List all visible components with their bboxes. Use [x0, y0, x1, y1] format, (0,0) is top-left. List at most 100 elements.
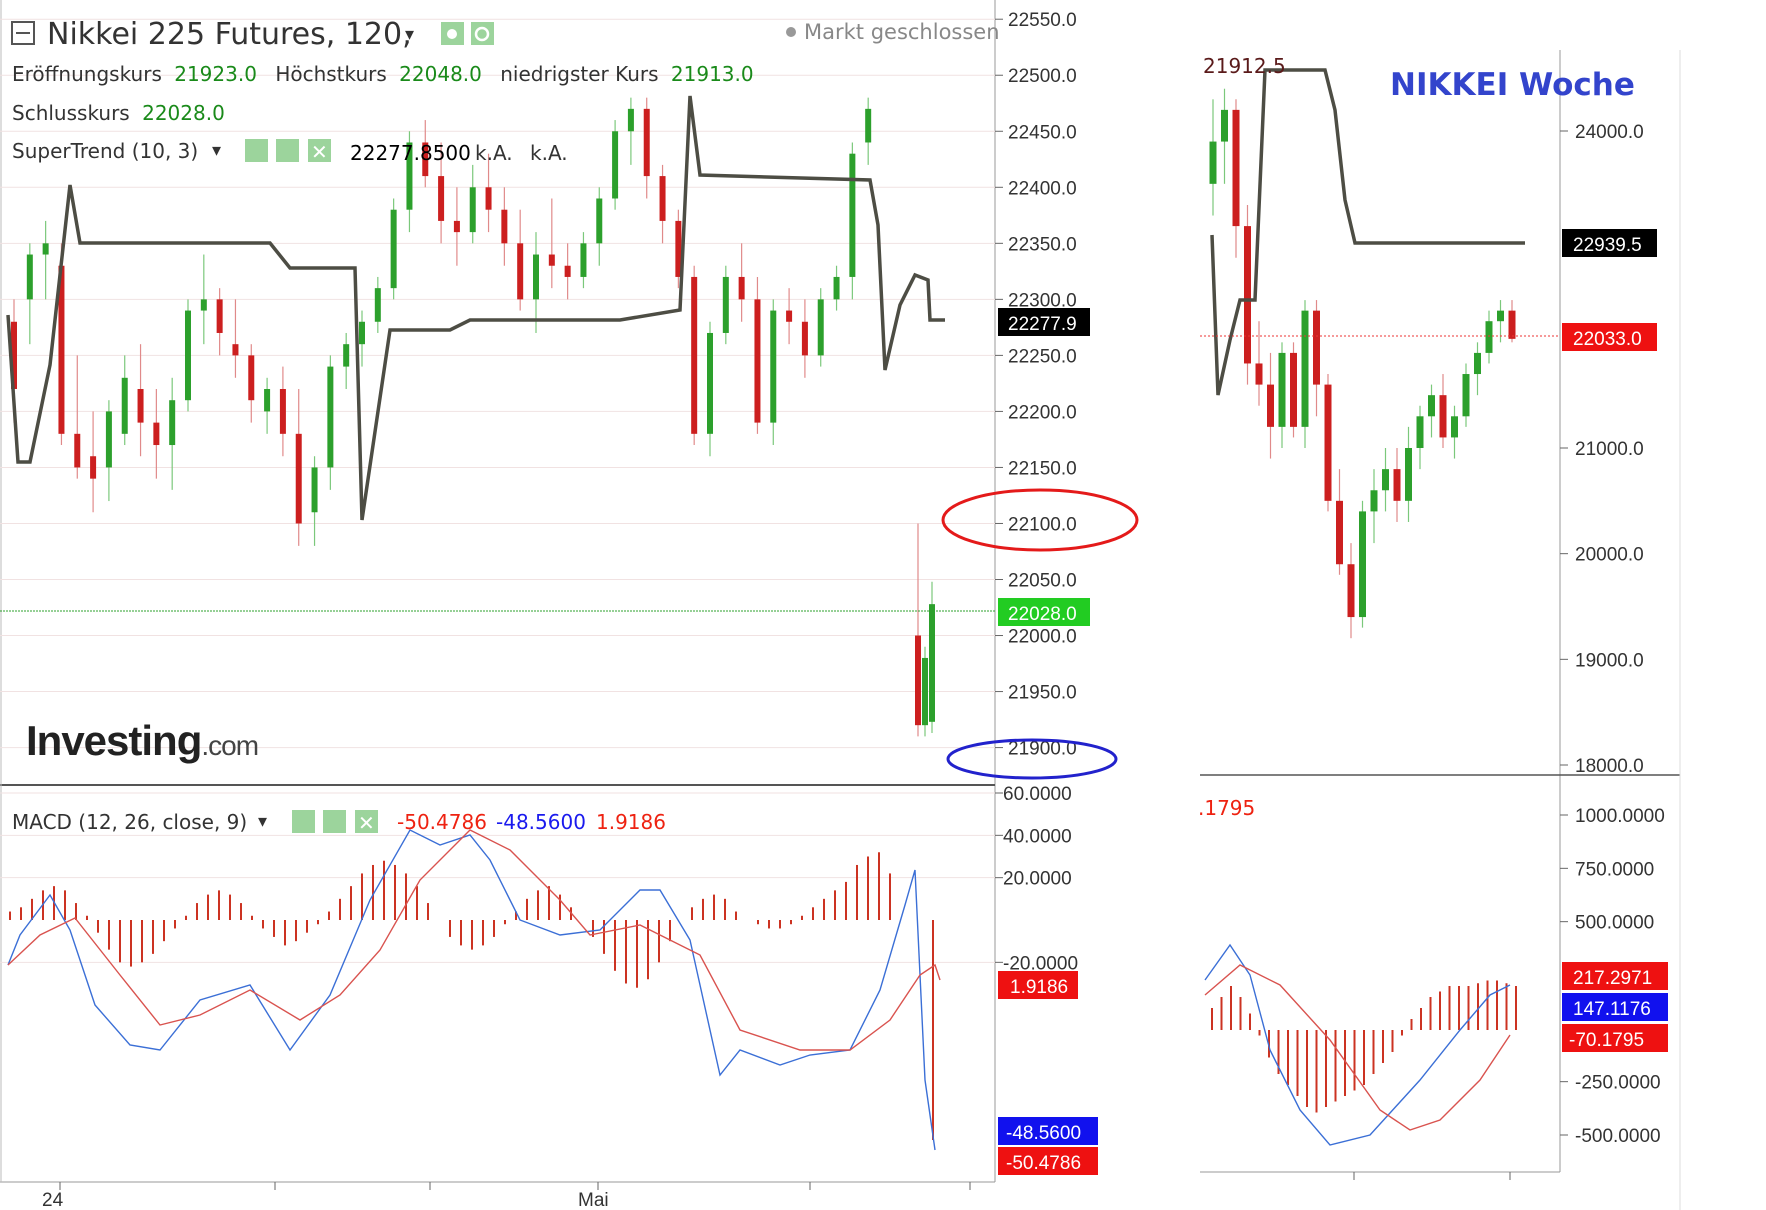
price-tick-label: 22350.0 — [1008, 234, 1077, 255]
svg-text:-70.1795: -70.1795 — [1569, 1030, 1644, 1051]
left-candle-body — [232, 344, 239, 356]
left-candle-body — [390, 209, 397, 289]
right-candle-body — [1428, 395, 1435, 417]
left-macd-axis: 60.0000 40.0000 20.0000 -20.0000 — [995, 784, 1078, 974]
left-candle-body — [264, 389, 271, 412]
tag-signal: -48.5600 — [998, 1117, 1098, 1145]
right-candle-body — [1416, 416, 1424, 448]
high-label: Höchstkurs — [275, 62, 387, 86]
left-price-axis: 22550.0 22500.0 22450.0 22400.0 22350.0 22300… — [995, 10, 1077, 760]
gear-icon-center — [474, 26, 490, 42]
ohlc-legend: Eröffnungskurs 21923.0 Höchstkurs 22048.… — [12, 62, 754, 125]
right-signal-line — [1204, 964, 1511, 1131]
price-tick-label: 22250.0 — [1008, 346, 1077, 367]
right-macd-histogram — [1211, 980, 1517, 1113]
left-candle-body — [406, 142, 413, 210]
macd-close-icon[interactable] — [355, 810, 378, 833]
supertrend-dropdown-icon[interactable]: ▾ — [212, 140, 221, 161]
watermark-suffix: .com — [201, 730, 258, 761]
left-candle-body — [833, 276, 840, 300]
right-supertrend-line — [1210, 68, 1525, 396]
macd-eye-icon[interactable] — [292, 810, 315, 833]
price-tick-label: 22100.0 — [1008, 514, 1077, 535]
left-candle-body — [153, 422, 160, 446]
macd-tick-label: 20.0000 — [1003, 869, 1072, 890]
left-candle-body — [922, 657, 928, 726]
macd-close-glyph: ✕ — [358, 811, 375, 835]
macd-tick-label: -20.0000 — [1003, 953, 1078, 974]
supertrend-close-glyph: ✕ — [311, 140, 328, 164]
right-candles — [1209, 88, 1516, 639]
right-candle-body — [1359, 511, 1366, 618]
price-tick-label: 22500.0 — [1008, 66, 1077, 87]
right-macd-tick-label: 1000.0000 — [1575, 806, 1665, 827]
supertrend-close-icon[interactable] — [308, 139, 331, 162]
status-dot-icon — [786, 27, 796, 37]
close-label: Schlusskurs — [12, 101, 130, 125]
svg-text:Eröffnungskurs 21923.0: Eröffnungskurs 21923.0 Höchstkurs 22048.… — [12, 62, 754, 86]
left-candle-body — [675, 220, 682, 277]
left-candle-body — [11, 321, 17, 389]
right-price-tick-label: 20000.0 — [1575, 545, 1644, 566]
right-candle-body — [1209, 141, 1217, 184]
right-price-tick-label: 19000.0 — [1575, 650, 1644, 671]
right-macd-tick-label: 750.0000 — [1575, 859, 1654, 880]
svg-text:-50.4786: -50.4786 — [1006, 1153, 1081, 1174]
supertrend-gear-icon[interactable] — [276, 139, 299, 162]
left-candle-body — [453, 220, 460, 233]
price-tick-label: 22550.0 — [1008, 10, 1077, 31]
left-candle-body — [627, 108, 634, 132]
left-candle-body — [533, 254, 539, 300]
watermark-text: Investing — [26, 717, 201, 764]
macd-gear-icon[interactable] — [323, 810, 346, 833]
right-candle-body — [1324, 384, 1332, 501]
right-candle-body — [1301, 310, 1309, 427]
right-candle-body — [1336, 500, 1343, 565]
low-label: niedrigster Kurs — [500, 62, 658, 86]
low-value: 21913.0 — [671, 62, 754, 86]
left-candle-body — [74, 433, 81, 468]
left-candle-body — [548, 254, 555, 266]
macd-tick-label: 40.0000 — [1003, 826, 1072, 847]
macd-dropdown-icon[interactable]: ▾ — [258, 811, 267, 832]
left-candle-body — [295, 433, 302, 524]
svg-text:22939.5: 22939.5 — [1573, 235, 1642, 256]
right-candle-body — [1221, 109, 1228, 142]
left-candle-body — [501, 209, 508, 244]
collapse-icon[interactable] — [11, 21, 35, 45]
left-candle-body — [738, 276, 745, 300]
svg-text:22028.0: 22028.0 — [1008, 604, 1077, 625]
left-candle-body — [185, 310, 191, 401]
blue-annotation-ellipse — [946, 738, 1118, 780]
right-tag-hist: 217.2971 — [1562, 962, 1668, 990]
price-tick-label: 22050.0 — [1008, 571, 1077, 592]
right-candle-body — [1485, 321, 1493, 353]
right-price-tick-label: 21000.0 — [1575, 439, 1644, 460]
price-tick-label: 22200.0 — [1008, 402, 1077, 423]
left-candle-body — [770, 310, 777, 423]
dropdown-arrow-icon[interactable]: ▾ — [405, 24, 414, 45]
price-tick-label: 22150.0 — [1008, 458, 1077, 479]
svg-text:147.1176: 147.1176 — [1573, 999, 1651, 1020]
left-macd-histogram — [9, 852, 934, 1140]
left-candle-body — [216, 299, 223, 333]
red-annotation-ellipse — [941, 488, 1139, 552]
right-candle-body — [1267, 384, 1274, 427]
macd-legend: MACD (12, 26, close, 9) ▾ ✕ -50.4786 -48… — [12, 810, 666, 835]
supertrend-eye-icon[interactable] — [245, 139, 268, 162]
right-price-tick-label: 18000.0 — [1575, 756, 1644, 777]
left-candle-body — [564, 265, 571, 277]
left-candle-body — [643, 108, 650, 177]
gear-icon[interactable] — [471, 22, 494, 45]
supertrend-value: 22277.8500 — [350, 141, 471, 165]
left-candle-body — [105, 411, 112, 468]
chart-title: Nikkei 225 Futures, 120, — [47, 17, 412, 52]
right-candle-body — [1508, 310, 1516, 339]
macd-label: MACD (12, 26, close, 9) — [12, 810, 247, 834]
tag-histogram: 1.9186 — [998, 971, 1078, 999]
right-tag-price: 22033.0 — [1562, 323, 1657, 351]
left-candle-body — [849, 153, 856, 277]
tag-supertrend: 22277.9 — [998, 308, 1090, 336]
left-candle-body — [343, 344, 350, 367]
